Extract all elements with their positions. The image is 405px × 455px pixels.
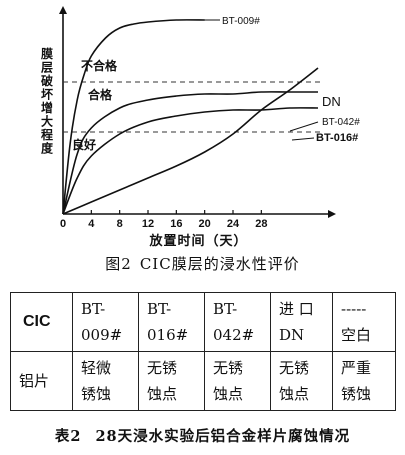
x-tick-label: 20	[199, 218, 211, 230]
table-number: 表2	[54, 428, 82, 445]
series-line-bt-016-	[62, 107, 319, 215]
region-label: 合格	[88, 87, 113, 102]
y-axis-arrow	[59, 6, 67, 14]
x-tick-label: 24	[227, 218, 240, 230]
table-cell: 铝片	[10, 351, 73, 411]
table-header-cell: 进 口 DN	[270, 292, 333, 352]
x-axis-label: 放置时间（天）	[148, 233, 247, 249]
series-line-bt-042-	[62, 91, 318, 215]
chart: 0 4 8 12 16 20 24 28 放置时间（天） 膜层破坏增大程度 不合格合格良好 BT-00…	[41, 6, 360, 249]
series-line-dn	[62, 67, 319, 215]
table-cell: 无锈 蚀点	[204, 351, 271, 411]
table-caption: 表2 28天浸水实验后铝合金样片腐蚀情况	[0, 425, 405, 446]
series-leader	[289, 121, 319, 132]
x-tick-label: 12	[142, 218, 154, 230]
figure-caption: 图2 CIC膜层的浸水性评价	[0, 253, 405, 274]
figure-title: CIC膜层的浸水性评价	[139, 255, 300, 273]
x-tick-label: 16	[170, 218, 182, 230]
table-cell: 无锈 蚀点	[138, 351, 205, 411]
x-tick-label: 4	[88, 218, 95, 230]
series-line-bt-009-	[62, 19, 205, 215]
x-tick-label: 8	[117, 218, 123, 230]
series-label: BT-016#	[316, 132, 358, 144]
table-header-cell: BT- 042#	[204, 292, 271, 352]
series-label: BT-009#	[222, 16, 260, 27]
table-cell: 严重 锈蚀	[332, 351, 396, 411]
table-cell: 无锈 蚀点	[270, 351, 333, 411]
table-cell: 轻微 锈蚀	[72, 351, 139, 411]
x-tick-label: 0	[60, 218, 66, 230]
x-axis-arrow	[328, 210, 336, 218]
table-header-cell: ----- 空白	[332, 292, 396, 352]
figure-number: 图2	[105, 255, 132, 273]
threshold-label: 不合格	[81, 58, 118, 73]
table-header-cell: CIC	[10, 292, 73, 352]
series-label: BT-042#	[322, 117, 360, 128]
series-label: DN	[322, 94, 341, 109]
table-header-cell: BT- 016#	[138, 292, 205, 352]
table-title: 28天浸水实验后铝合金样片腐蚀情况	[95, 428, 351, 445]
table-header-cell: BT- 009#	[72, 292, 139, 352]
series-leader	[291, 137, 315, 141]
threshold-label: 良好	[72, 137, 96, 152]
table-row: 铝片 轻微 锈蚀 无锈 蚀点 无锈 蚀点 无锈 蚀点 严重 锈蚀	[10, 351, 396, 411]
x-tick-label: 28	[255, 218, 267, 230]
table-header-row: CIC BT- 009# BT- 016# BT- 042# 进 口 DN ----- 空…	[10, 292, 396, 352]
y-axis-label: 膜层破坏增大程度	[41, 46, 54, 156]
corrosion-table: CIC BT- 009# BT- 016# BT- 042# 进 口 DN ----- 空…	[10, 292, 396, 411]
